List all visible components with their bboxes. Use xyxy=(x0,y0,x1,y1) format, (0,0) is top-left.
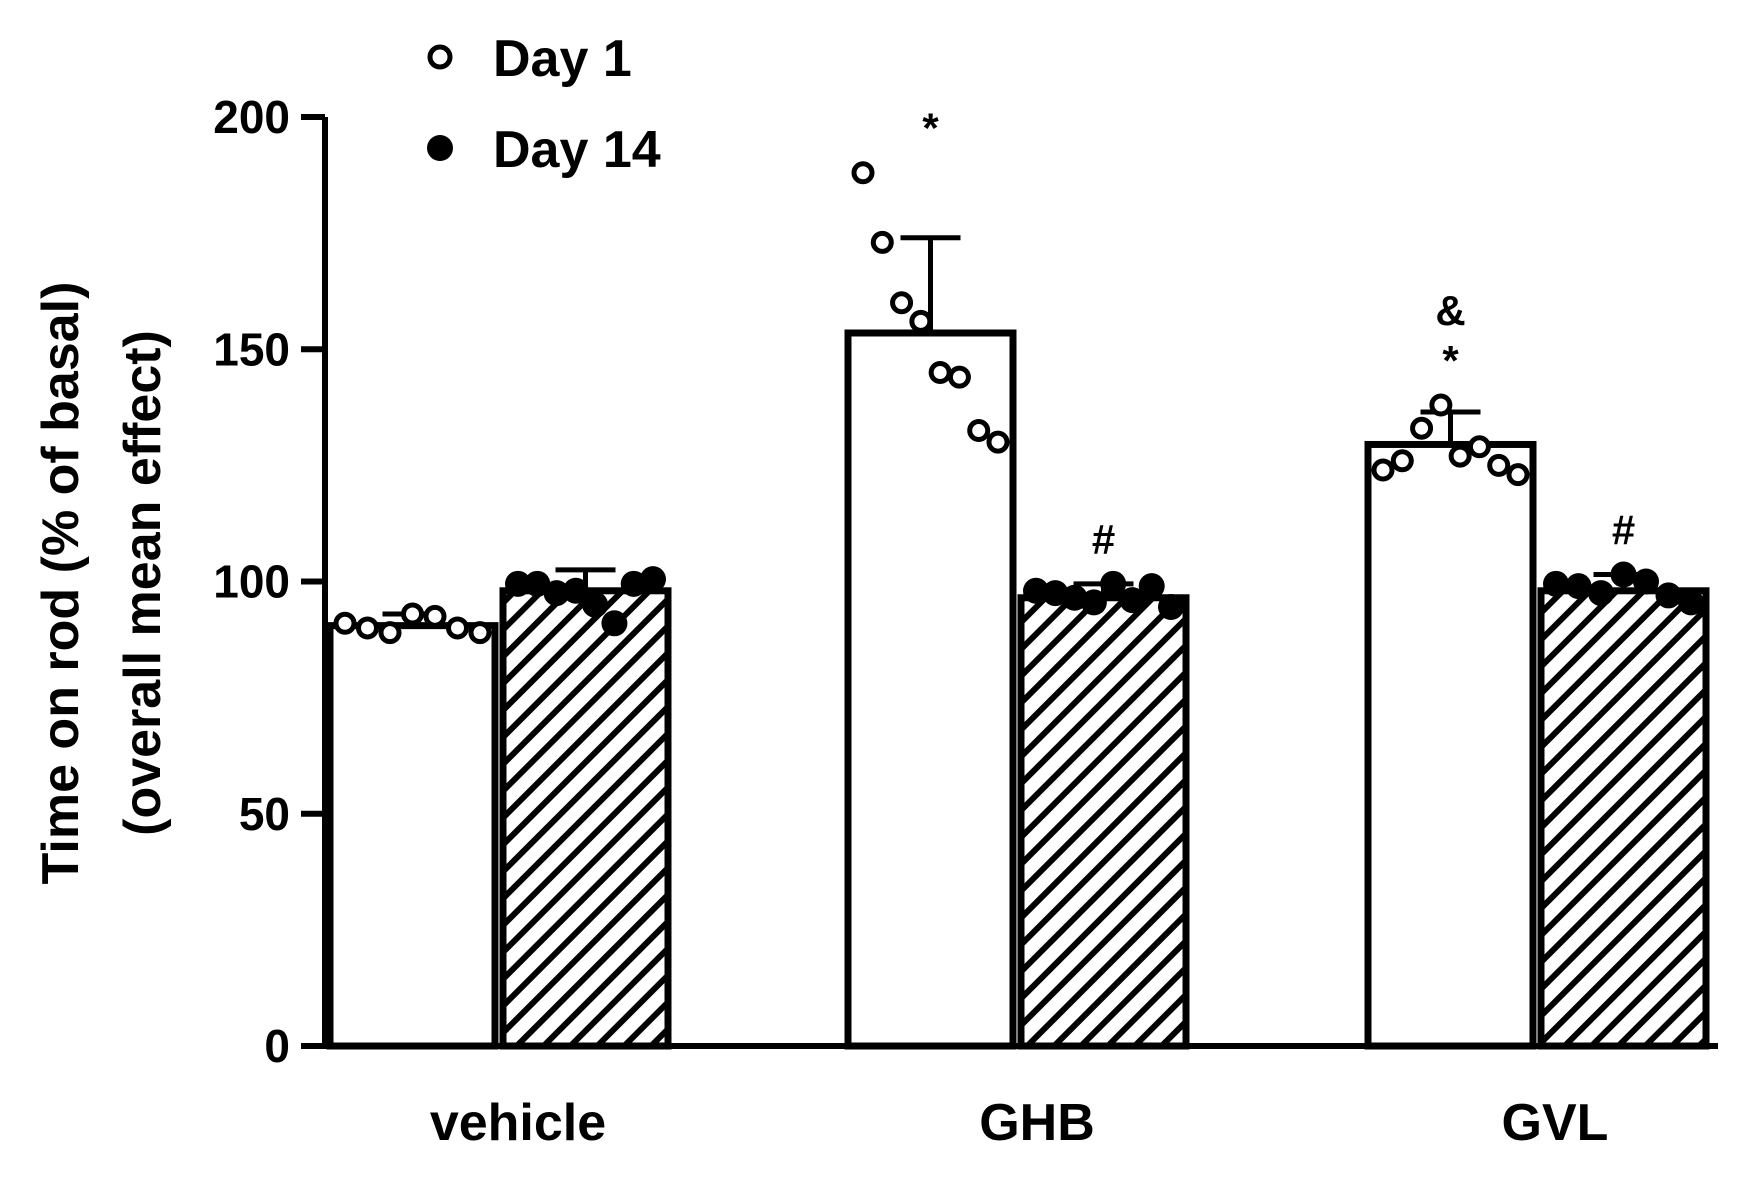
data-point xyxy=(1390,449,1414,473)
data-point xyxy=(505,570,531,597)
data-point xyxy=(967,419,991,443)
data-point xyxy=(378,621,402,645)
legend-marker-day1 xyxy=(427,44,453,70)
data-point xyxy=(423,604,447,628)
data-point xyxy=(1448,444,1472,468)
data-point xyxy=(1410,416,1434,440)
x-category-label: GHB xyxy=(979,1094,1095,1152)
data-point xyxy=(870,230,894,254)
data-point xyxy=(1080,589,1107,616)
significance-annotation: * xyxy=(922,105,939,152)
y-tick-label: 150 xyxy=(213,323,290,375)
data-point xyxy=(446,616,469,640)
data-point xyxy=(1543,570,1569,597)
significance-annotation: & xyxy=(1435,287,1465,334)
data-point xyxy=(468,621,492,645)
data-point xyxy=(1023,577,1049,604)
data-point xyxy=(1487,453,1511,477)
x-category-label: GVL xyxy=(1502,1094,1609,1152)
data-point xyxy=(562,577,589,604)
bar xyxy=(1537,587,1710,1050)
data-point xyxy=(1506,463,1530,487)
data-point xyxy=(524,570,551,597)
data-point xyxy=(986,430,1010,454)
bar xyxy=(499,587,672,1050)
bar xyxy=(1017,594,1190,1050)
data-point xyxy=(401,602,424,626)
data-point xyxy=(928,360,952,384)
bar xyxy=(844,329,1017,1050)
data-point xyxy=(851,161,875,185)
y-tick-label: 50 xyxy=(239,788,290,840)
data-point xyxy=(1565,573,1592,600)
data-point xyxy=(1655,582,1682,609)
significance-annotation: # xyxy=(1092,516,1115,563)
significance-annotation: * xyxy=(1442,337,1459,384)
legend-label-day1: Day 1 xyxy=(493,30,632,88)
legend-marker-day14 xyxy=(427,135,453,161)
y-axis-label-line1: Time on rod (% of basal) xyxy=(32,282,90,885)
data-point xyxy=(1429,393,1453,417)
data-point xyxy=(543,580,570,607)
data-point xyxy=(947,365,971,389)
data-point xyxy=(1371,458,1395,482)
legend-label-day14: Day 14 xyxy=(493,121,661,179)
x-category-label: vehicle xyxy=(430,1094,606,1152)
data-point xyxy=(890,291,914,315)
data-point xyxy=(582,591,609,618)
data-point xyxy=(333,611,357,635)
data-point xyxy=(909,309,933,333)
y-tick-label: 0 xyxy=(264,1020,290,1072)
data-point xyxy=(356,616,379,640)
y-axis-label-line2: (overall mean effect) xyxy=(114,330,172,836)
y-tick-label: 200 xyxy=(213,91,290,143)
data-point xyxy=(640,566,666,593)
data-point xyxy=(1158,594,1184,621)
data-point xyxy=(1588,580,1614,607)
y-tick-label: 100 xyxy=(213,556,290,608)
data-point xyxy=(601,610,628,637)
data-point xyxy=(1633,568,1659,595)
data-point xyxy=(1678,589,1704,616)
bar xyxy=(326,622,499,1050)
data-point xyxy=(1610,561,1637,588)
data-point xyxy=(1119,587,1146,614)
data-point xyxy=(1467,435,1491,459)
data-point xyxy=(1138,573,1165,600)
significance-annotation: # xyxy=(1612,507,1635,554)
bar xyxy=(1364,440,1537,1050)
data-point xyxy=(1100,570,1127,597)
